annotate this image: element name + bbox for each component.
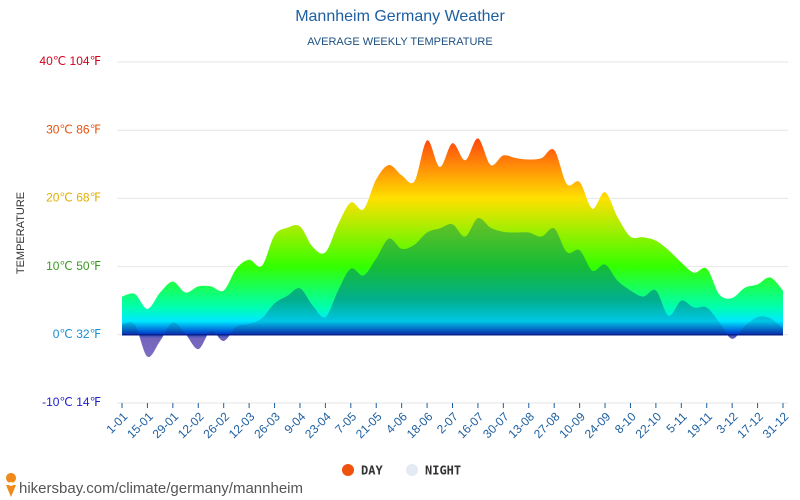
- pin-dot: [9, 482, 13, 486]
- y-axis-label: TEMPERATURE: [15, 192, 27, 274]
- x-tick-label: 18-06: [404, 409, 436, 441]
- x-tick-label: 30-07: [480, 409, 512, 441]
- source: hikersbay.com/climate/germany/mannheim: [6, 472, 303, 497]
- source-text: hikersbay.com/climate/germany/mannheim: [19, 480, 303, 497]
- x-tick-label: 12-02: [175, 409, 207, 441]
- plot-area: [122, 138, 783, 358]
- y-tick-label: 30℃ 86℉: [46, 122, 101, 136]
- y-tick-label: 20℃ 68℉: [46, 191, 101, 205]
- x-tick-label: 26-03: [251, 409, 283, 441]
- x-tick-label: 15-01: [124, 409, 156, 441]
- chart-title: Mannheim Germany Weather: [295, 8, 505, 25]
- legend: DAY NIGHT: [342, 464, 461, 478]
- x-tick-label: 10-09: [556, 409, 588, 441]
- x-tick-label: 23-04: [302, 409, 334, 441]
- legend-marker: [406, 464, 418, 476]
- x-tick-label: 21-05: [353, 409, 385, 441]
- night-area: [122, 218, 783, 358]
- x-tick-label: 19-11: [684, 409, 715, 440]
- x-tick-label: 13-08: [506, 409, 538, 441]
- x-tick-label: 24-09: [582, 409, 614, 441]
- x-tick-label: 22-10: [633, 409, 665, 441]
- x-tick-label: 12-03: [226, 409, 258, 441]
- y-tick-label: 10℃ 50℉: [46, 259, 101, 273]
- x-tick-label: 17-12: [734, 409, 766, 441]
- legend-label: NIGHT: [425, 464, 461, 478]
- x-tick-label: 27-08: [531, 409, 563, 441]
- x-tick-label: 26-02: [200, 409, 232, 441]
- y-tick-label: -10℃ 14℉: [42, 395, 101, 409]
- legend-label: DAY: [361, 464, 383, 478]
- x-tick-label: 31-12: [760, 409, 792, 441]
- x-tick-label: 16-07: [455, 409, 487, 441]
- chart-subtitle: AVERAGE WEEKLY TEMPERATURE: [307, 36, 492, 48]
- x-tick-label: 29-01: [150, 409, 182, 441]
- y-tick-label: 40℃ 104℉: [39, 54, 101, 68]
- legend-marker: [342, 464, 354, 476]
- y-tick-label: 0℃ 32℉: [53, 327, 101, 341]
